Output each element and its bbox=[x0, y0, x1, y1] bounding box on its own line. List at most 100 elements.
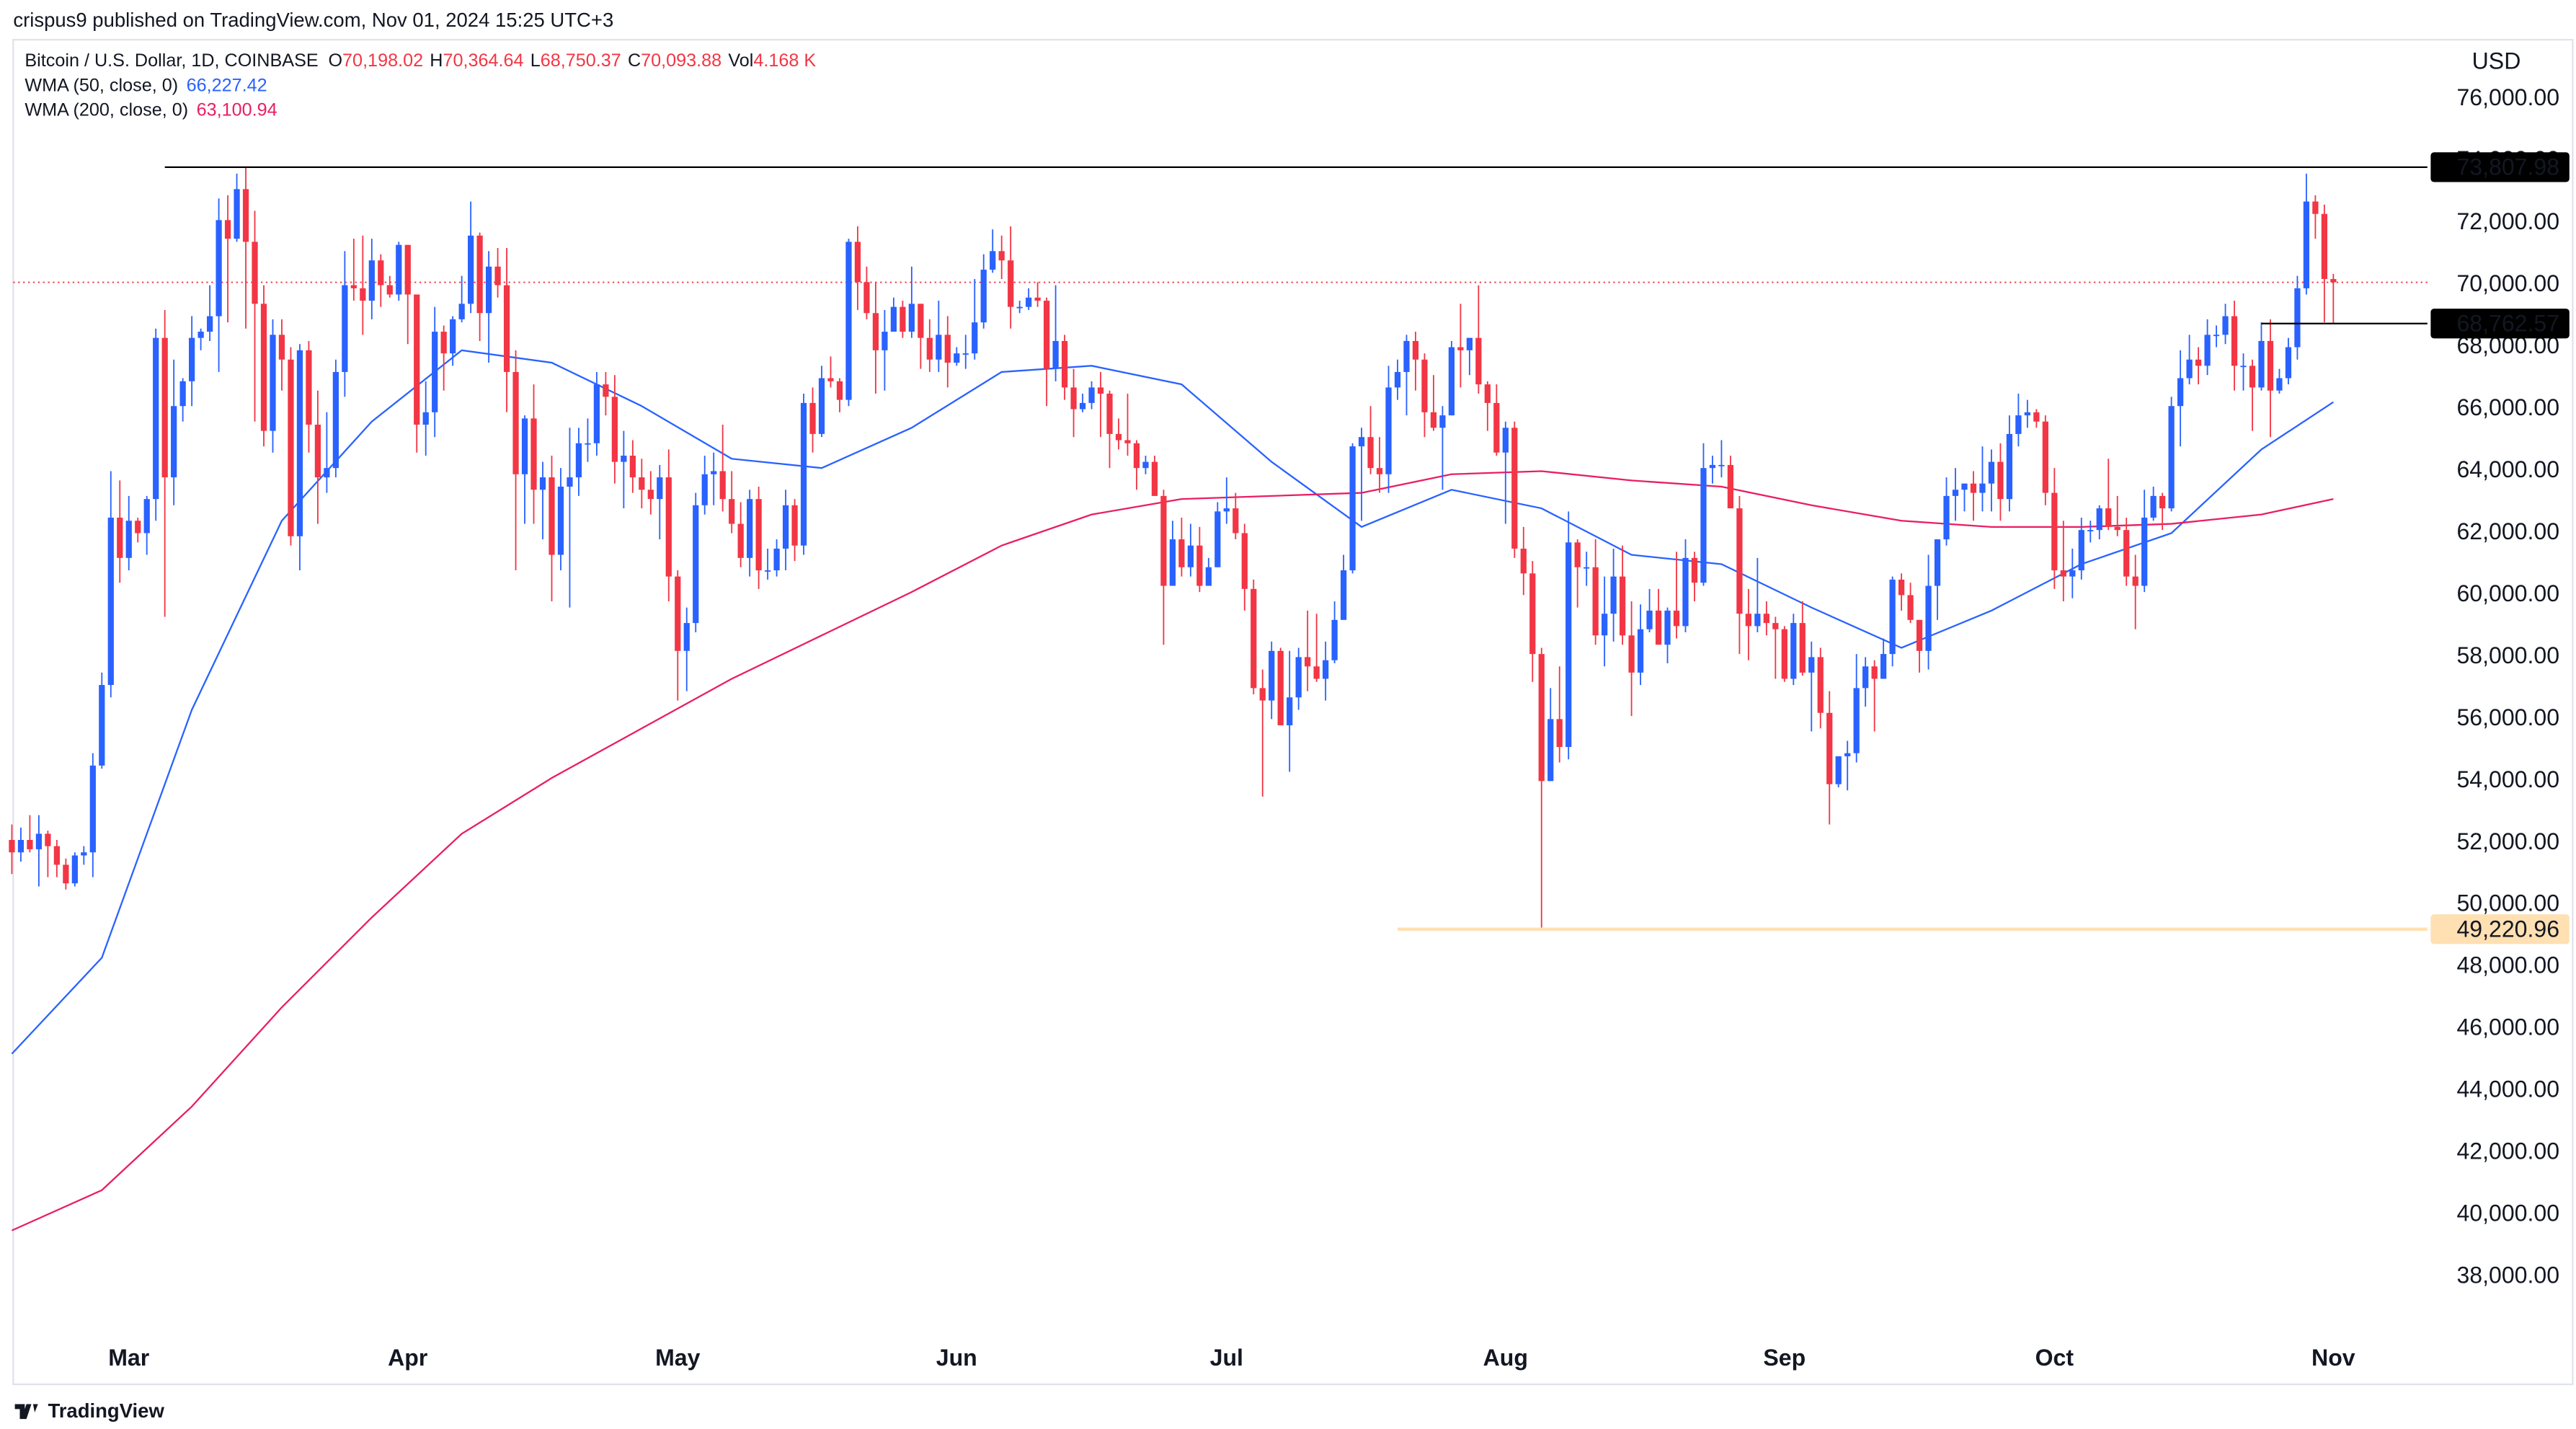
candle-body bbox=[1709, 464, 1716, 469]
candle-body bbox=[1529, 573, 1536, 655]
candle-body bbox=[1412, 340, 1419, 360]
candle-body bbox=[1584, 567, 1590, 569]
candle-body bbox=[1305, 657, 1311, 667]
candle-body bbox=[1691, 557, 1698, 583]
candle-body bbox=[1619, 576, 1626, 636]
candle-body bbox=[45, 833, 51, 846]
y-tick-label: 64,000.00 bbox=[2456, 456, 2559, 482]
candle-body bbox=[2222, 316, 2229, 335]
candle-body bbox=[450, 319, 456, 354]
candle-body bbox=[404, 244, 411, 295]
candle-body bbox=[809, 402, 816, 434]
stat-value: 68,750.37 bbox=[541, 50, 621, 71]
candle-body bbox=[800, 402, 807, 546]
candle-body bbox=[135, 521, 141, 534]
candle-body bbox=[1016, 306, 1023, 309]
candle-body bbox=[1313, 666, 1320, 679]
candle-body bbox=[557, 486, 564, 555]
candle-body bbox=[818, 378, 825, 434]
candle-body bbox=[530, 418, 537, 490]
y-tick-label: 48,000.00 bbox=[2456, 952, 2559, 978]
candle-body bbox=[1637, 629, 1644, 673]
candle-body bbox=[2195, 359, 2202, 366]
candle-body bbox=[2096, 508, 2102, 531]
candle-body bbox=[539, 477, 546, 490]
candle-body bbox=[1682, 557, 1689, 627]
candle-body bbox=[747, 499, 753, 558]
candle-body bbox=[485, 266, 492, 314]
candle-body bbox=[1241, 533, 1248, 589]
y-tick-label: 76,000.00 bbox=[2456, 84, 2559, 110]
candle-body bbox=[458, 304, 465, 319]
candle-body bbox=[89, 765, 96, 853]
candle-body bbox=[2042, 421, 2048, 493]
candle-body bbox=[1061, 340, 1068, 388]
candle-body bbox=[1565, 542, 1572, 748]
candle-body bbox=[2006, 433, 2013, 500]
candle-body bbox=[1745, 614, 1752, 627]
candle-body bbox=[494, 266, 501, 286]
candle-body bbox=[2069, 570, 2076, 577]
candle-body bbox=[1394, 371, 1401, 388]
candle-body bbox=[1358, 437, 1365, 447]
candle-body bbox=[729, 499, 735, 524]
candle-body bbox=[1871, 666, 1878, 679]
candle-body bbox=[143, 499, 150, 534]
candle-body bbox=[1430, 412, 1437, 428]
candle-body bbox=[2051, 492, 2058, 571]
candle-body bbox=[1151, 461, 1158, 496]
moving-average-line bbox=[11, 349, 2334, 1055]
candle-body bbox=[476, 235, 483, 314]
candle-body bbox=[252, 242, 258, 304]
candle-body bbox=[1511, 428, 1518, 549]
candle-body bbox=[647, 490, 654, 500]
candle-body bbox=[206, 316, 213, 332]
candle-body bbox=[350, 285, 357, 288]
candle-body bbox=[1169, 539, 1176, 586]
candle-body bbox=[1493, 402, 1500, 453]
candle-body bbox=[99, 685, 105, 766]
candle-body bbox=[1673, 610, 1680, 627]
stat-value: 70,364.64 bbox=[443, 50, 523, 71]
candle-body bbox=[737, 523, 744, 558]
candle-body bbox=[1133, 443, 1140, 469]
candle-body bbox=[171, 406, 177, 478]
candle-body bbox=[827, 378, 834, 381]
candle-body bbox=[845, 242, 852, 400]
candle-body bbox=[1097, 387, 1104, 394]
candle-body bbox=[719, 471, 726, 500]
candle-body bbox=[1106, 394, 1113, 434]
candle-body bbox=[1727, 464, 1734, 509]
candle-body bbox=[414, 294, 420, 425]
candle-body bbox=[1196, 545, 1203, 586]
candle-body bbox=[1205, 567, 1212, 586]
candle-body bbox=[918, 304, 924, 338]
chart-frame bbox=[12, 38, 2574, 1386]
y-tick-label: 56,000.00 bbox=[2456, 704, 2559, 730]
candle-body bbox=[548, 477, 555, 555]
candle-body bbox=[1251, 588, 1257, 689]
moving-average-line bbox=[11, 470, 2334, 1231]
stat-key: O bbox=[328, 50, 342, 71]
x-tick-label: Nov bbox=[2311, 1345, 2355, 1371]
candle-body bbox=[1934, 539, 1941, 586]
candle-body bbox=[242, 189, 249, 242]
logo-icon bbox=[14, 1404, 38, 1420]
stat-key: C bbox=[628, 50, 641, 71]
candle-body bbox=[990, 251, 996, 270]
stat-value: 4.168 K bbox=[753, 50, 816, 71]
candle-body bbox=[1142, 461, 1149, 469]
candle-body bbox=[2123, 530, 2130, 577]
candle-body bbox=[378, 260, 384, 286]
candle-body bbox=[1817, 657, 1824, 713]
candle-body bbox=[53, 846, 60, 865]
candle-body bbox=[224, 220, 231, 239]
candle-body bbox=[1574, 542, 1581, 567]
candle-body bbox=[1736, 508, 1743, 614]
publish-note: crispus9 published on TradingView.com, N… bbox=[13, 9, 613, 31]
candle-body bbox=[954, 353, 960, 363]
candle-body bbox=[1052, 340, 1059, 369]
candle-body bbox=[2015, 415, 2022, 434]
